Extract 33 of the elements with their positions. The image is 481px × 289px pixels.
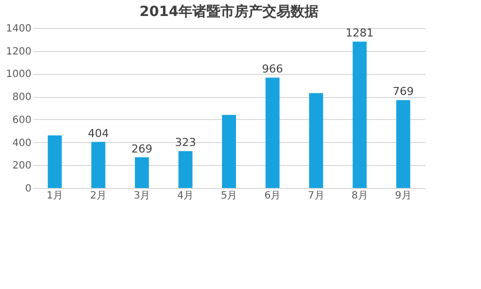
bar	[309, 93, 324, 188]
bar	[396, 100, 410, 188]
x-tick-label: 2月	[90, 190, 107, 202]
bar	[178, 151, 192, 188]
data-label: 1281	[346, 26, 374, 40]
x-tick-label: 5月	[220, 190, 238, 202]
data-label: 966	[262, 62, 284, 76]
bar	[352, 42, 367, 188]
x-tick-label: 9月	[395, 190, 412, 202]
y-tick-label: 800	[12, 92, 32, 104]
y-tick-label: 200	[12, 160, 32, 172]
x-tick-label: 1月	[46, 190, 63, 202]
x-tick-label: 8月	[351, 190, 368, 202]
x-tick-label: 4月	[177, 190, 194, 202]
x-tick-label: 7月	[308, 190, 324, 202]
chart-title: 2014年诸暨市房产交易数据	[140, 3, 318, 20]
bar	[266, 78, 280, 188]
bar	[91, 142, 106, 188]
y-tick-label: 1400	[6, 24, 32, 34]
x-tick-label: 3月	[134, 190, 150, 202]
data-label: 404	[88, 126, 109, 140]
y-tick-label: 600	[12, 114, 32, 126]
x-tick-label: 6月	[264, 190, 281, 202]
y-tick-label: 0	[25, 184, 32, 194]
data-label: 269	[131, 142, 152, 156]
y-tick-label: 1000	[6, 69, 32, 80]
data-label: 769	[392, 85, 414, 98]
bar	[48, 135, 62, 188]
data-label: 323	[174, 136, 196, 150]
y-tick-label: 400	[12, 138, 32, 149]
y-tick-label: 1200	[6, 46, 32, 58]
bar	[222, 114, 236, 188]
bar	[134, 157, 149, 188]
